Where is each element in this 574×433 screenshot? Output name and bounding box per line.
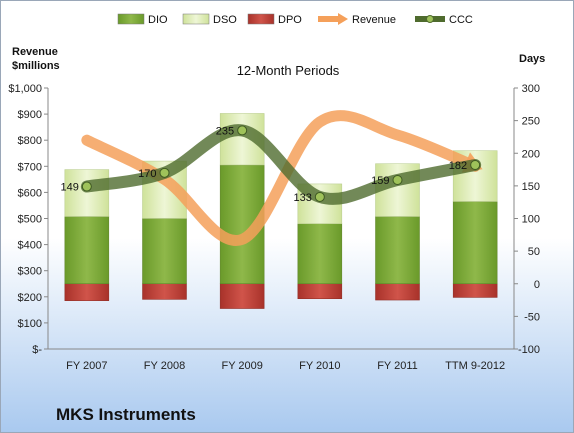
x-tick-label: FY 2010 [299,360,340,372]
x-tick-label: FY 2008 [144,360,185,372]
left-axis: $- $100 $200 $300 $400 $500 $600 $700 $800 $900 $1… [8,83,48,356]
ccc-marker [392,175,403,186]
bar-dio [64,216,110,284]
right-tick-label: -50 [524,311,540,323]
ccc-marker [237,125,248,136]
left-axis-title-line1: Revenue [12,46,58,58]
left-tick-label: $800 [18,135,42,147]
ccc-marker [81,181,92,192]
legend-label-ccc: CCC [449,14,473,26]
ccc-data-label: 235 [216,125,234,137]
left-tick-label: $300 [18,266,42,278]
lines: 149 170 235 133 159 182 [60,110,483,246]
right-tick-label: 100 [522,214,540,226]
x-axis: FY 2007 FY 2008 FY 2009 FY 2010 FY 2011 TTM 9… [66,360,505,372]
legend-swatch-ccc-marker [426,15,434,23]
ccc-data-label: 149 [60,182,78,194]
left-tick-label: $500 [18,214,42,226]
right-tick-label: 150 [522,181,540,193]
ccc-data-label: 159 [371,175,389,187]
bar-dpo [142,283,187,300]
bar-dso [64,169,110,217]
ccc-data-label: 170 [138,168,156,180]
left-tick-label: $400 [18,240,42,252]
right-tick-label: -100 [518,344,540,356]
left-tick-label: $900 [18,109,42,121]
legend-label-dpo: DPO [278,14,302,26]
left-tick-label: $200 [18,292,42,304]
legend-label-revenue: Revenue [352,14,396,26]
ccc-marker [314,191,325,202]
x-tick-label: TTM 9-2012 [445,360,505,372]
left-tick-label: $600 [18,187,42,199]
company-name: MKS Instruments [56,405,196,424]
left-tick-label: $100 [18,318,42,330]
ccc-data-label: 133 [293,192,311,204]
x-tick-label: FY 2007 [66,360,107,372]
right-tick-label: 200 [522,148,540,160]
chart-title: 12-Month Periods [237,63,340,78]
legend-swatch-dso [182,13,210,25]
bar-dpo [219,283,265,309]
legend-label-dio: DIO [148,14,168,26]
ccc-marker [159,167,170,178]
bar-dpo [297,283,343,300]
ccc-marker [470,159,481,170]
bar-dio [297,223,343,284]
left-tick-label: $1,000 [8,83,42,95]
right-tick-label: 250 [522,116,540,128]
legend-swatch-dio [117,13,145,25]
left-axis-title-line2: $millions [12,60,60,72]
bar-dpo [375,283,420,301]
x-tick-label: FY 2011 [377,360,418,372]
bar-dpo [452,283,498,298]
left-tick-label: $- [32,344,42,356]
right-tick-label: 50 [528,246,540,258]
legend-swatch-dpo [247,13,275,25]
x-tick-label: FY 2009 [221,360,262,372]
right-axis: -100 -50 0 50 100 150 200 250 300 [514,83,540,356]
bar-dio [452,201,498,284]
right-axis-title: Days [519,53,545,65]
ccc-data-label: 182 [449,160,467,172]
right-tick-label: 300 [522,83,540,95]
bar-dio [142,218,187,284]
left-tick-label: $700 [18,161,42,173]
right-tick-label: 0 [534,279,540,291]
legend-label-dso: DSO [213,14,237,26]
legend-swatch-revenue-arrow [338,13,348,25]
legend: DIO DSO DPO Revenue CCC [117,13,473,26]
bars [64,113,498,309]
bar-dpo [64,283,110,301]
bar-dio [375,216,420,284]
